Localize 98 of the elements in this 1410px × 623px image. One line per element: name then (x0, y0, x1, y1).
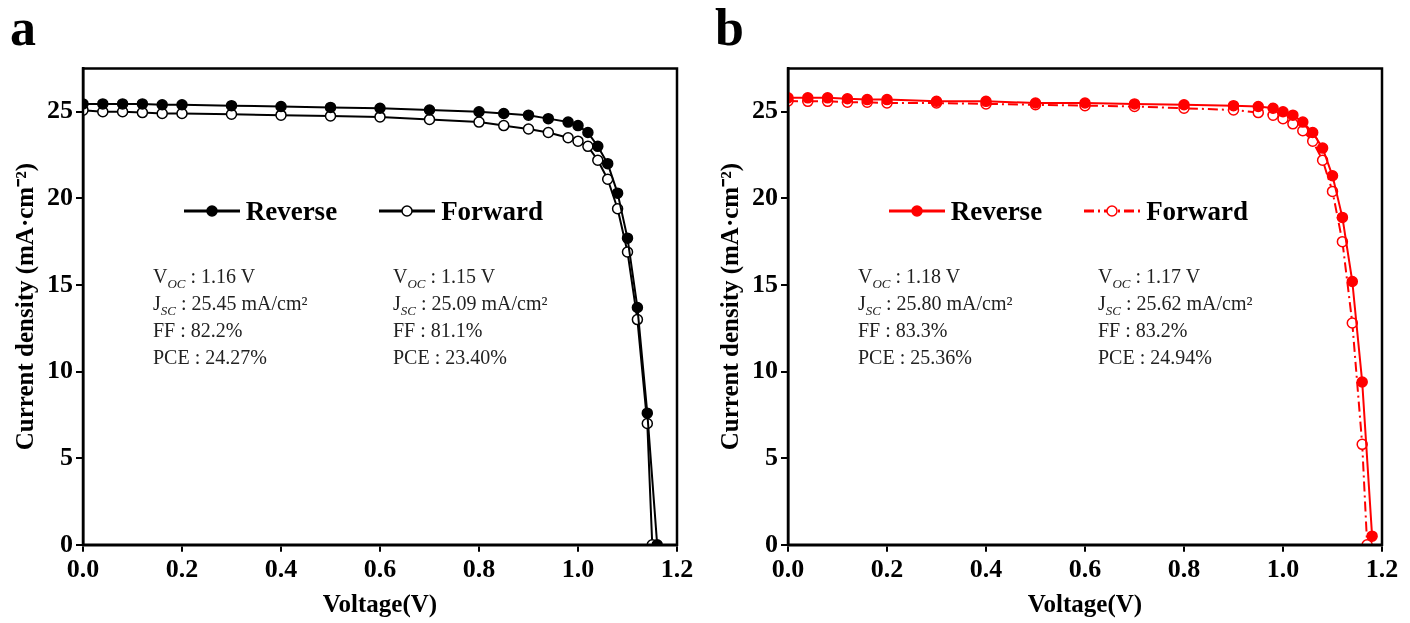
point (601, 157, 614, 170)
y-tick-label: 10 (47, 355, 73, 385)
y-axis-title: Current density (mA·cm⁻²) (716, 162, 745, 451)
point (572, 135, 584, 147)
point (611, 187, 624, 199)
point (1316, 142, 1329, 154)
annotation: J$_{SC}$ : 25.45 mA/cm² (153, 292, 308, 319)
x-tick-label: 1.2 (660, 554, 694, 584)
point (225, 99, 238, 112)
point (802, 92, 814, 104)
y-tick-label: 25 (47, 95, 73, 125)
point (1356, 376, 1368, 388)
annotation: V$_{OC}$ : 1.15 V (393, 265, 496, 292)
legend-label: Reverse (245, 195, 338, 227)
legend-label: Forward (1146, 195, 1249, 227)
point (324, 101, 337, 114)
point (601, 173, 614, 186)
x-tick-label: 1.2 (1365, 554, 1399, 584)
point (116, 98, 129, 110)
x-tick-label: 0.8 (1167, 554, 1201, 584)
point (841, 92, 854, 105)
x-tick-label: 1.0 (561, 554, 595, 584)
x-tick-label: 0.6 (363, 554, 397, 584)
x-tick-label: 0.6 (1068, 554, 1102, 584)
point (1277, 105, 1289, 118)
annotation: PCE : 24.94% (1098, 345, 1212, 371)
y-tick-label: 20 (47, 182, 73, 212)
annotation: FF : 81.1% (393, 318, 483, 344)
point (592, 154, 604, 166)
annotation: V$_{OC}$ : 1.17 V (1098, 265, 1201, 292)
point (572, 119, 584, 132)
annotation: PCE : 25.36% (858, 345, 972, 371)
x-tick-label: 1.0 (1266, 554, 1300, 584)
annotation: J$_{SC}$ : 25.80 mA/cm² (858, 292, 1013, 319)
point (582, 140, 594, 153)
annotation: V$_{OC}$ : 1.18 V (858, 265, 961, 292)
point (176, 99, 188, 111)
annotation: J$_{SC}$ : 25.09 mA/cm² (393, 292, 548, 319)
chart-title: b (715, 0, 744, 56)
point (1252, 100, 1264, 113)
point (522, 109, 535, 121)
x-axis-title: Voltage(V) (1027, 590, 1143, 619)
point (498, 107, 510, 120)
point (97, 98, 109, 110)
point (1336, 211, 1349, 224)
y-axis-title: Current density (mA·cm⁻²) (11, 162, 40, 451)
point (1267, 102, 1279, 114)
y-tick-label: 15 (752, 268, 778, 298)
point (1366, 530, 1378, 542)
x-axis-title: Voltage(V) (322, 590, 438, 619)
point (423, 104, 436, 116)
y-tick-label: 10 (752, 355, 778, 385)
legend-label: Forward (441, 195, 544, 227)
point (592, 140, 604, 153)
annotation: PCE : 24.27% (153, 345, 267, 371)
point (522, 123, 535, 135)
annotation: FF : 82.2% (153, 318, 243, 344)
y-tick-label: 5 (60, 441, 73, 471)
y-tick-label: 25 (752, 95, 778, 125)
x-tick-label: 0.8 (462, 554, 496, 584)
point (1326, 170, 1339, 182)
point (542, 126, 555, 139)
x-tick-label: 0.2 (870, 554, 904, 584)
y-tick-label: 15 (47, 268, 73, 298)
point (136, 98, 149, 110)
chart-title: a (10, 0, 36, 56)
x-tick-label: 0.4 (264, 554, 298, 584)
point (423, 113, 436, 126)
point (621, 232, 634, 244)
y-tick-label: 5 (765, 441, 778, 471)
annotation: FF : 83.2% (1098, 318, 1188, 344)
annotation: V$_{OC}$ : 1.16 V (153, 265, 256, 292)
point (275, 100, 287, 113)
point (498, 119, 510, 132)
x-tick-label: 0.4 (969, 554, 1003, 584)
point (1287, 109, 1299, 121)
annotation: FF : 83.3% (858, 318, 948, 344)
y-tick-label: 20 (752, 182, 778, 212)
point (881, 93, 893, 106)
point (374, 102, 386, 114)
point (1297, 116, 1309, 128)
point (473, 116, 485, 128)
point (473, 105, 485, 118)
point (582, 126, 594, 139)
point (562, 116, 574, 128)
point (641, 407, 654, 419)
point (1346, 275, 1359, 288)
annotation: PCE : 23.40% (393, 345, 507, 371)
point (1227, 99, 1240, 112)
legend-label: Reverse (950, 195, 1043, 227)
point (562, 131, 574, 144)
point (1306, 126, 1319, 139)
point (542, 112, 555, 125)
point (156, 99, 168, 111)
point (631, 301, 644, 314)
x-tick-label: 0.2 (165, 554, 199, 584)
annotation: J$_{SC}$ : 25.62 mA/cm² (1098, 292, 1253, 319)
point (821, 92, 834, 104)
